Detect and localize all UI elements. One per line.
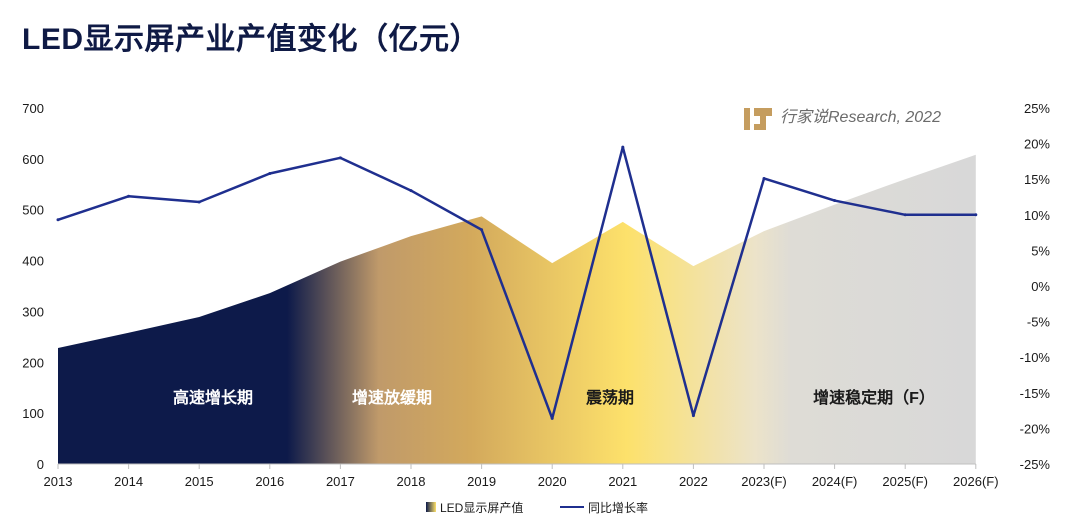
growth-rate-point <box>621 145 625 149</box>
x-tick-label: 2017 <box>326 474 355 489</box>
y-left-tick-label: 200 <box>22 355 44 370</box>
growth-rate-point <box>338 156 342 160</box>
y-right-tick-label: -15% <box>1020 386 1051 401</box>
y-right-tick-label: 0% <box>1031 279 1050 294</box>
x-tick-label: 2013 <box>44 474 73 489</box>
legend-label-area: LED显示屏产值 <box>440 500 523 515</box>
x-tick-label: 2015 <box>185 474 214 489</box>
y-left-tick-label: 400 <box>22 254 44 269</box>
growth-rate-point <box>974 213 978 217</box>
x-tick-label: 2019 <box>467 474 496 489</box>
y-left-tick-label: 0 <box>37 457 44 472</box>
y-left-tick-label: 300 <box>22 304 44 319</box>
x-tick-label: 2020 <box>538 474 567 489</box>
growth-rate-point <box>56 218 60 222</box>
y-left-tick-label: 600 <box>22 152 44 167</box>
phase-label: 高速增长期 <box>173 388 253 407</box>
growth-rate-point <box>127 194 131 198</box>
chart-title: LED显示屏产业产值变化（亿元） <box>22 23 480 56</box>
x-tick-label: 2024(F) <box>812 474 858 489</box>
growth-rate-point <box>833 199 837 203</box>
phase-label: 增速放缓期 <box>352 388 432 407</box>
growth-rate-point <box>409 189 413 193</box>
y-right-tick-label: -5% <box>1027 315 1051 330</box>
watermark: 行家说Research, 2022 <box>744 108 941 130</box>
y-right-tick-label: -20% <box>1020 421 1051 436</box>
y-right-tick-label: -25% <box>1020 457 1051 472</box>
y-left-tick-label: 100 <box>22 406 44 421</box>
x-tick-label: 2018 <box>397 474 426 489</box>
y-right-tick-label: 20% <box>1024 137 1050 152</box>
growth-rate-line <box>57 145 976 420</box>
growth-rate-point <box>691 414 695 418</box>
phase-label: 增速稳定期（F） <box>813 388 935 407</box>
legend-swatch-area <box>426 502 436 512</box>
watermark-text: 行家说Research, 2022 <box>780 108 941 126</box>
area-series-fill <box>58 154 976 464</box>
y-right-tick-label: 5% <box>1031 243 1050 258</box>
x-tick-label: 2014 <box>114 474 143 489</box>
legend: LED显示屏产值 同比增长率 <box>426 500 648 515</box>
y-right-tick-label: 15% <box>1024 172 1050 187</box>
y-left-tick-label: 500 <box>22 203 44 218</box>
logo-icon-mark <box>754 108 772 130</box>
growth-rate-point <box>903 213 907 217</box>
logo-icon <box>744 108 750 130</box>
x-tick-label: 2016 <box>255 474 284 489</box>
x-tick-label: 2025(F) <box>882 474 928 489</box>
x-tick-label: 2022 <box>679 474 708 489</box>
y-right-tick-label: -10% <box>1020 350 1051 365</box>
growth-rate-point <box>762 176 766 180</box>
x-tick-label: 2021 <box>608 474 637 489</box>
growth-rate-point <box>197 200 201 204</box>
y-left-tick-label: 700 <box>22 101 44 116</box>
phase-label: 震荡期 <box>585 388 634 407</box>
growth-rate-point <box>268 172 272 176</box>
y-right-tick-label: 25% <box>1024 101 1050 116</box>
legend-label-line: 同比增长率 <box>588 500 648 515</box>
y-right-tick-label: 10% <box>1024 208 1050 223</box>
growth-rate-point <box>550 416 554 420</box>
growth-rate-point <box>480 228 484 232</box>
x-tick-label: 2023(F) <box>741 474 787 489</box>
x-tick-label: 2026(F) <box>953 474 999 489</box>
